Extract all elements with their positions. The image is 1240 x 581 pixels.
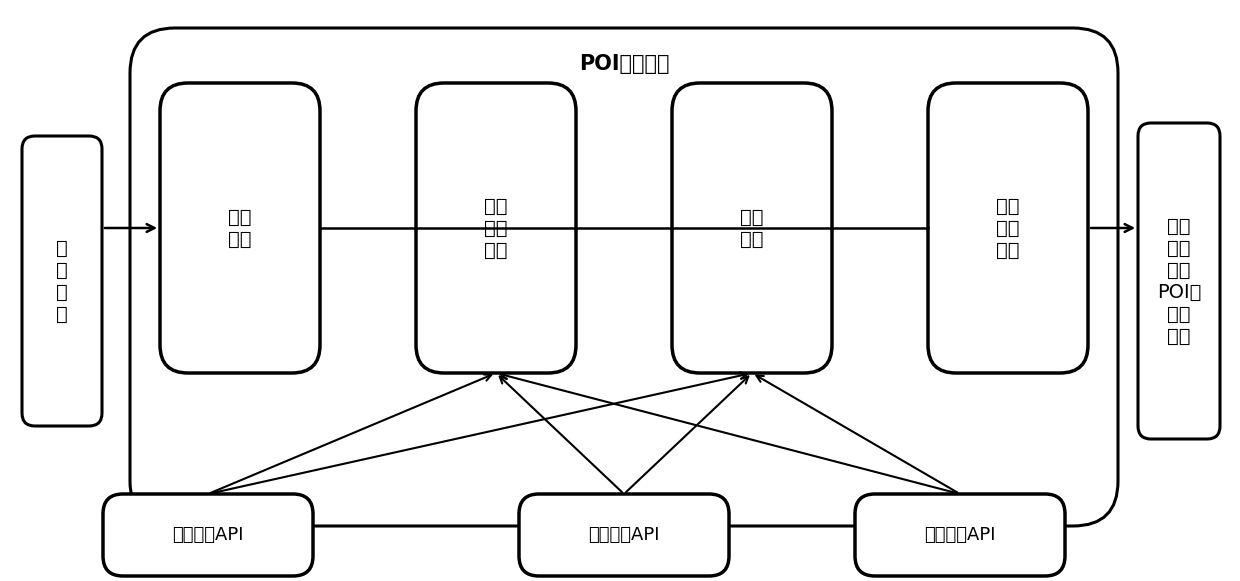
FancyBboxPatch shape bbox=[672, 83, 832, 373]
Text: 类型
分析
模块: 类型 分析 模块 bbox=[485, 196, 507, 260]
FancyBboxPatch shape bbox=[415, 83, 577, 373]
Text: 目
标
地
点: 目 标 地 点 bbox=[56, 238, 68, 324]
Text: 百度地图API: 百度地图API bbox=[172, 526, 244, 544]
FancyBboxPatch shape bbox=[160, 83, 320, 373]
FancyBboxPatch shape bbox=[1138, 123, 1220, 439]
Text: 美团点评API: 美团点评API bbox=[924, 526, 996, 544]
Text: 腾讯地图API: 腾讯地图API bbox=[588, 526, 660, 544]
FancyBboxPatch shape bbox=[22, 136, 102, 426]
Text: 语音
播报
模块: 语音 播报 模块 bbox=[996, 196, 1019, 260]
Text: 推荐
模块: 推荐 模块 bbox=[740, 207, 764, 249]
FancyBboxPatch shape bbox=[856, 494, 1065, 576]
FancyBboxPatch shape bbox=[928, 83, 1087, 373]
FancyBboxPatch shape bbox=[103, 494, 312, 576]
FancyBboxPatch shape bbox=[130, 28, 1118, 526]
FancyBboxPatch shape bbox=[520, 494, 729, 576]
Text: 查询
模块: 查询 模块 bbox=[228, 207, 252, 249]
Text: POI推荐系统: POI推荐系统 bbox=[579, 54, 670, 74]
Text: 语音
播报
推荐
POI及
详细
信息: 语音 播报 推荐 POI及 详细 信息 bbox=[1157, 217, 1202, 346]
